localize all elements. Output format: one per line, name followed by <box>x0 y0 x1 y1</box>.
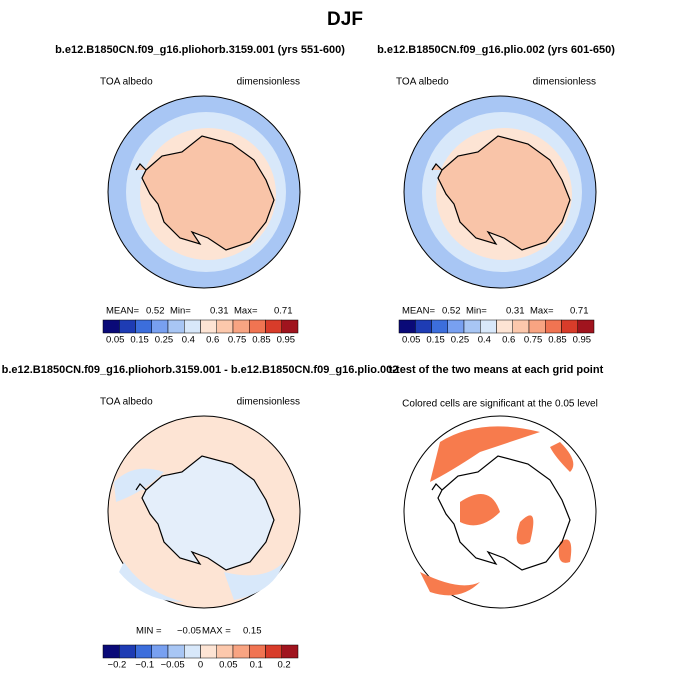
colorbar-cell <box>480 319 497 334</box>
panel-title: b.e12.B1850CN.f09_g16.pliohorb.3159.001 … <box>55 44 345 56</box>
colorbar-cell <box>184 644 201 659</box>
stat-text: Max= <box>234 306 258 317</box>
stat-text: Max= <box>530 306 554 317</box>
colorbar-cell <box>545 319 562 334</box>
colorbar-cell <box>496 319 513 334</box>
colorbar-cell <box>398 319 416 334</box>
colorbar-label: 0.75 <box>228 335 247 346</box>
colorbar-cell <box>265 319 282 334</box>
colorbar-label: −0.05 <box>161 660 185 671</box>
colorbar-cell <box>135 644 152 659</box>
map <box>403 415 597 609</box>
stat-text: Min= <box>466 306 487 317</box>
figure-title: DJF <box>327 9 363 30</box>
stat-text: MAX = <box>202 626 231 637</box>
colorbar-cell <box>200 644 217 659</box>
stat-text: MEAN= <box>106 306 139 317</box>
colorbar-cell <box>102 644 120 659</box>
map <box>107 95 301 289</box>
colorbar-cell <box>512 319 530 334</box>
colorbar-cell <box>265 644 282 659</box>
map <box>403 95 597 289</box>
colorbar-cell <box>232 644 250 659</box>
colorbar-cell <box>249 644 266 659</box>
colorbar-label: 0.05 <box>106 335 125 346</box>
colorbar-cell <box>119 644 136 659</box>
right-label: dimensionless <box>237 397 300 408</box>
colorbar-label: 0.95 <box>573 335 592 346</box>
colorbar-label: 0 <box>198 660 203 671</box>
colorbar-cell <box>151 644 169 659</box>
stat-text: MIN = <box>136 626 162 637</box>
colorbar-cell <box>167 319 185 334</box>
stat-text: −0.05 <box>177 626 201 637</box>
left-label: TOA albedo <box>100 77 153 88</box>
stat-text: 0.52 <box>146 306 165 317</box>
colorbar-cell <box>561 319 578 334</box>
colorbar-cell <box>528 319 546 334</box>
stat-text: Min= <box>170 306 191 317</box>
right-label: dimensionless <box>237 77 300 88</box>
right-label: dimensionless <box>533 77 596 88</box>
colorbar-label: 0.05 <box>402 335 421 346</box>
stat-text: 0.15 <box>243 626 262 637</box>
colorbar-cell <box>216 319 234 334</box>
colorbar-cell <box>167 644 185 659</box>
colorbar-label: 0.25 <box>451 335 470 346</box>
colorbar-cell <box>184 319 201 334</box>
colorbar-label: 0.15 <box>130 335 149 346</box>
colorbar-cell <box>281 319 299 334</box>
left-label: TOA albedo <box>396 77 449 88</box>
colorbar-label: 0.05 <box>219 660 238 671</box>
colorbar-cell <box>151 319 169 334</box>
colorbar-cell <box>135 319 152 334</box>
colorbar-label: 0.1 <box>250 660 263 671</box>
colorbar-label: −0.1 <box>135 660 154 671</box>
colorbar-label: 0.4 <box>182 335 195 346</box>
colorbar-label: 0.75 <box>524 335 543 346</box>
colorbar-label: 0.85 <box>548 335 567 346</box>
colorbar-label: 0.6 <box>502 335 515 346</box>
subtitle: Colored cells are significant at the 0.0… <box>402 399 598 410</box>
stat-text: 0.52 <box>442 306 461 317</box>
panel-title: t-test of the two means at each grid poi… <box>389 364 604 376</box>
colorbar-label: 0.4 <box>478 335 491 346</box>
colorbar-cell <box>119 319 136 334</box>
panel-title: b.e12.B1850CN.f09_g16.plio.002 (yrs 601-… <box>377 44 615 56</box>
colorbar-label: 0.2 <box>277 660 290 671</box>
colorbar-cell <box>102 319 120 334</box>
colorbar-label: 0.25 <box>155 335 174 346</box>
colorbar-cell <box>249 319 266 334</box>
stat-text: MEAN= <box>402 306 435 317</box>
colorbar-label: −0.2 <box>108 660 127 671</box>
colorbar-label: 0.85 <box>252 335 271 346</box>
colorbar-cell <box>200 319 217 334</box>
colorbar-cell <box>232 319 250 334</box>
stat-text: 0.71 <box>274 306 293 317</box>
colorbar-cell <box>463 319 481 334</box>
stat-text: 0.71 <box>570 306 589 317</box>
panel-title: b.e12.B1850CN.f09_g16.pliohorb.3159.001 … <box>2 364 399 376</box>
stat-text: 0.31 <box>506 306 525 317</box>
colorbar-label: 0.6 <box>206 335 219 346</box>
map <box>107 415 301 609</box>
colorbar-cell <box>281 644 299 659</box>
colorbar-cell <box>216 644 234 659</box>
left-label: TOA albedo <box>100 397 153 408</box>
colorbar-cell <box>577 319 595 334</box>
colorbar-label: 0.15 <box>426 335 445 346</box>
colorbar-cell <box>431 319 448 334</box>
colorbar-cell <box>447 319 465 334</box>
colorbar-cell <box>415 319 432 334</box>
colorbar-label: 0.95 <box>277 335 296 346</box>
stat-text: 0.31 <box>210 306 229 317</box>
